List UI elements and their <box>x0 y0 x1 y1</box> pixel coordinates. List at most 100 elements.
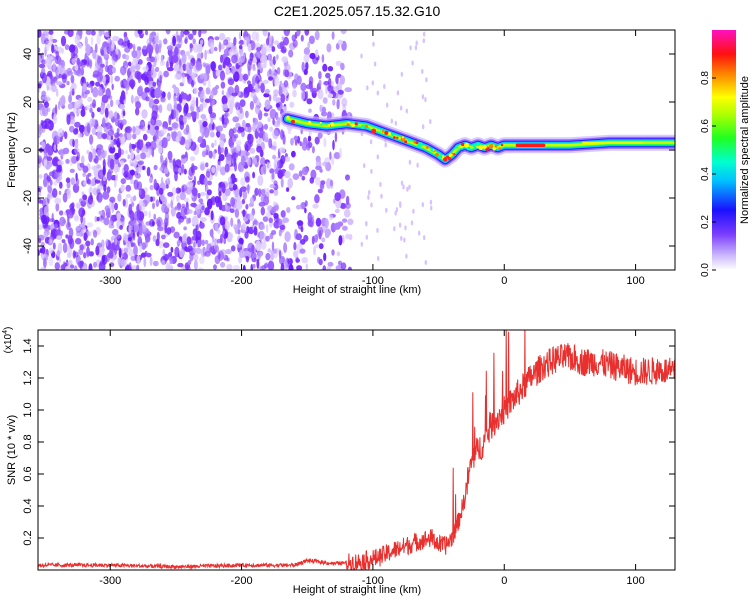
noise-blob <box>411 60 414 66</box>
noise-blob <box>220 146 224 154</box>
noise-blob <box>82 172 87 178</box>
colorbar-label: Normalized spectral amplitude <box>739 76 750 224</box>
noise-blob <box>86 246 90 258</box>
noise-blob <box>47 185 53 194</box>
noise-blob <box>322 265 327 270</box>
noise-blob <box>287 258 294 265</box>
noise-blob <box>195 247 202 255</box>
signal-speck <box>381 129 385 133</box>
noise-blob <box>236 107 239 116</box>
y-tick-label: -40 <box>22 238 34 254</box>
noise-blob <box>130 242 136 247</box>
noise-blob <box>155 43 160 55</box>
noise-blob <box>173 95 177 106</box>
noise-blob <box>400 71 403 77</box>
x-tick-label: 100 <box>626 575 644 587</box>
noise-blob <box>57 101 61 110</box>
noise-blob <box>186 236 192 246</box>
noise-blob <box>398 222 402 228</box>
noise-blob <box>44 101 49 108</box>
noise-blob <box>93 230 98 238</box>
noise-blob <box>307 41 311 49</box>
noise-blob <box>288 49 294 58</box>
noise-blob <box>263 233 267 244</box>
noise-blob <box>188 62 194 70</box>
noise-blob <box>179 120 185 130</box>
noise-blob <box>107 64 114 76</box>
noise-blob <box>78 207 86 218</box>
noise-blob <box>224 163 230 173</box>
noise-blob <box>265 235 270 242</box>
noise-blob <box>376 227 379 233</box>
signal-speck <box>401 136 404 139</box>
noise-blob <box>137 46 142 51</box>
noise-blob <box>110 74 113 84</box>
noise-blob <box>309 52 316 60</box>
noise-blob <box>425 77 428 83</box>
noise-blob <box>230 197 236 207</box>
noise-blob <box>283 242 288 254</box>
noise-blob <box>230 144 235 154</box>
noise-blob <box>394 210 397 216</box>
y-tick-label: 0.8 <box>22 434 34 449</box>
noise-blob <box>186 217 190 225</box>
noise-blob <box>117 257 122 266</box>
noise-blob <box>336 81 343 92</box>
noise-blob <box>267 260 275 270</box>
signal-speck <box>478 145 484 151</box>
noise-blob <box>169 257 174 265</box>
noise-blob <box>207 79 211 90</box>
noise-blob <box>219 32 226 41</box>
signal-speck <box>415 141 419 145</box>
noise-blob <box>295 204 302 210</box>
noise-blob <box>234 101 241 109</box>
noise-blob <box>48 30 54 35</box>
noise-blob <box>204 49 207 60</box>
noise-blob <box>111 202 115 214</box>
noise-blob <box>235 140 242 146</box>
noise-blob <box>216 125 223 132</box>
noise-blob <box>103 125 109 133</box>
noise-blob <box>189 156 196 162</box>
noise-blob <box>159 166 164 172</box>
snr-y-multiplier-exp: 4 <box>2 330 9 334</box>
noise-blob <box>114 75 120 82</box>
noise-blob <box>336 251 341 257</box>
noise-blob <box>198 198 204 203</box>
signal-speck <box>320 123 323 126</box>
snr-x-label: Height of straight line (km) <box>293 584 421 596</box>
noise-blob <box>120 258 128 268</box>
signal-speck <box>492 147 497 151</box>
signal-speck <box>384 130 389 135</box>
noise-blob <box>145 141 152 147</box>
noise-blob <box>271 206 276 215</box>
noise-blob <box>152 135 157 142</box>
noise-blob <box>255 240 262 252</box>
noise-blob <box>241 198 246 205</box>
noise-blob <box>112 50 115 55</box>
noise-blob <box>130 196 135 203</box>
noise-blob <box>51 157 59 167</box>
noise-blob <box>125 149 128 155</box>
noise-blob <box>414 45 418 51</box>
noise-blob <box>132 126 136 134</box>
noise-blob <box>272 129 279 140</box>
noise-blob <box>395 207 399 213</box>
noise-blob <box>227 232 234 240</box>
noise-blob <box>208 124 211 133</box>
noise-blob <box>69 203 74 211</box>
noise-blob <box>303 47 310 56</box>
noise-blob <box>193 247 197 254</box>
noise-blob <box>334 208 340 214</box>
noise-blob <box>43 33 49 41</box>
noise-blob <box>79 244 84 251</box>
noise-blob <box>311 146 315 154</box>
noise-blob <box>191 80 195 88</box>
noise-blob <box>318 79 322 87</box>
noise-blob <box>306 139 311 151</box>
noise-blob <box>269 59 274 67</box>
x-tick-label: -300 <box>99 275 121 287</box>
noise-blob <box>89 134 94 145</box>
noise-blob <box>120 184 125 193</box>
